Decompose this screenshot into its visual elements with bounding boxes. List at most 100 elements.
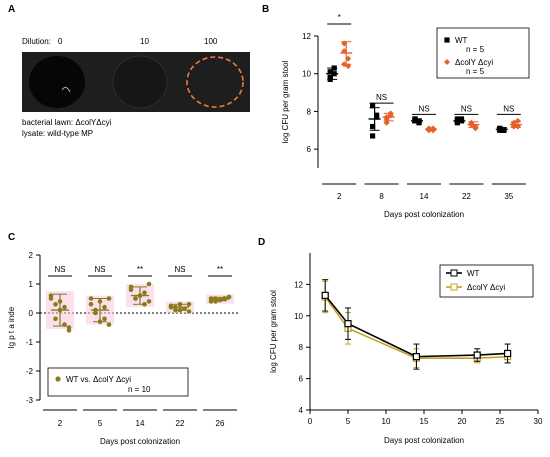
legend-marker-b <box>444 37 450 43</box>
y-tick-label-b: 10 <box>302 70 311 79</box>
data-point-c <box>177 307 183 313</box>
y-tick-label-d: 10 <box>294 312 303 321</box>
y-tick-label-d: 12 <box>294 280 303 289</box>
data-point-b <box>387 112 394 119</box>
panel-b: B 6 8 10 12 log CFU per gram stool 2 * 8 NS 14 NS 2… <box>262 4 530 219</box>
y-tick-label-c: 1 <box>29 280 34 289</box>
data-point-c <box>208 299 214 304</box>
legend-label-b: ΔcolY Δcyi <box>455 58 493 67</box>
data-point-b <box>426 127 432 134</box>
data-point-c <box>57 307 63 313</box>
data-point-b <box>501 127 507 133</box>
data-point-c <box>66 325 72 330</box>
data-point-d <box>344 320 352 328</box>
legend-marker-d <box>450 283 458 291</box>
y-tick-label-b: 12 <box>302 32 311 41</box>
y-tick-label-c: 2 <box>29 251 34 260</box>
y-axis-title-c: lg p t a inde <box>7 306 16 348</box>
legend-marker-b <box>444 59 450 65</box>
legend-n-b: n = 5 <box>466 45 485 54</box>
x-tick-label-d: 15 <box>420 417 429 426</box>
plaque-zone-0 <box>29 56 85 108</box>
data-point-c <box>106 322 112 327</box>
data-point-c <box>137 293 143 298</box>
dilution-10: 10 <box>140 37 149 46</box>
panel-d: D 4 6 8 10 12 0 5 10 15 20 25 30 log CFU per gram st… <box>258 237 543 445</box>
data-point-b <box>341 40 348 47</box>
data-point-c <box>97 319 103 325</box>
legend-marker-d <box>450 269 458 277</box>
data-point-c <box>88 296 94 301</box>
data-point-c <box>146 299 152 304</box>
data-point-c <box>106 296 112 301</box>
x-tick-label-d: 30 <box>534 417 543 426</box>
data-point-d <box>412 353 420 361</box>
dilution-100: 100 <box>204 37 218 46</box>
data-point-b <box>497 127 503 133</box>
data-point-c <box>62 304 67 310</box>
x-tick-label-c: 22 <box>176 419 185 428</box>
x-tick-label-d: 10 <box>382 417 391 426</box>
data-point-d <box>473 351 481 359</box>
data-point-d <box>504 349 512 358</box>
data-point-b <box>454 116 460 122</box>
data-point-c <box>128 287 134 293</box>
significance-label-b: NS <box>418 104 429 113</box>
lysate-label: lysate: wild-type MP <box>22 129 93 138</box>
data-point-b <box>383 115 390 122</box>
data-point-b <box>454 120 460 126</box>
y-axis-title-d: log CFU per gram stool <box>269 290 278 373</box>
legend-n-b: n = 5 <box>466 67 485 76</box>
data-point-b <box>412 116 418 122</box>
data-point-c <box>142 290 147 296</box>
plaque-zone-10 <box>112 55 168 109</box>
legend-marker-c <box>55 376 61 382</box>
data-point-c <box>186 309 192 314</box>
data-point-b <box>370 103 376 109</box>
plaque-zone-100-highlight <box>186 56 244 108</box>
data-point-b <box>374 112 380 118</box>
significance-label-c: NS <box>174 265 185 274</box>
data-point-c <box>53 316 58 322</box>
legend-n-c: n = 10 <box>128 385 151 394</box>
significance-label-b: * <box>338 13 341 22</box>
data-point-c <box>168 303 174 309</box>
y-tick-label-c: -3 <box>26 396 34 405</box>
legend-label-c: WT vs. ΔcolY Δcyi <box>66 375 131 384</box>
data-point-c <box>173 304 178 310</box>
data-point-c <box>102 316 107 322</box>
significance-label-b: NS <box>503 104 514 113</box>
data-point-b <box>341 61 348 68</box>
data-point-c <box>57 299 63 304</box>
legend-box-c <box>47 367 189 397</box>
x-tick-label-d: 20 <box>458 417 467 426</box>
data-point-c <box>102 304 107 310</box>
data-point-c <box>133 296 138 301</box>
chart-d: 4 6 8 10 12 0 5 10 15 20 25 30 log CFU per gram stoo… <box>269 253 543 445</box>
y-tick-label-c: -1 <box>26 338 34 347</box>
significance-label-c: NS <box>54 265 65 274</box>
panel-c-letter: C <box>8 232 15 243</box>
data-point-c <box>182 306 187 311</box>
panel-d-letter: D <box>258 237 265 248</box>
legend-label-d: WT <box>467 269 480 278</box>
data-point-b <box>345 63 352 70</box>
panel-a-letter: A <box>8 4 15 15</box>
legend-box-b <box>436 27 530 79</box>
data-point-b <box>514 117 521 124</box>
data-point-b <box>327 74 333 81</box>
data-point-c <box>177 302 183 307</box>
data-point-b <box>331 71 337 77</box>
significance-label-c: NS <box>94 265 105 274</box>
chart-c: -3 -2 -1 0 1 2 lg p t a inde 2 NS 5 NS 14 ** 22 NS 26 **… <box>7 251 240 446</box>
x-tick-label-c: 2 <box>58 419 63 428</box>
data-point-b <box>331 65 337 71</box>
data-point-b <box>383 119 390 126</box>
data-point-c <box>142 302 147 307</box>
data-point-b <box>341 48 348 55</box>
significance-label-c: ** <box>217 265 223 274</box>
x-axis-title-b: Days post colonization <box>384 210 464 219</box>
y-axis-title-b: log CFU per gram stool <box>281 60 290 143</box>
data-point-b <box>458 118 464 124</box>
data-point-d <box>321 291 329 299</box>
